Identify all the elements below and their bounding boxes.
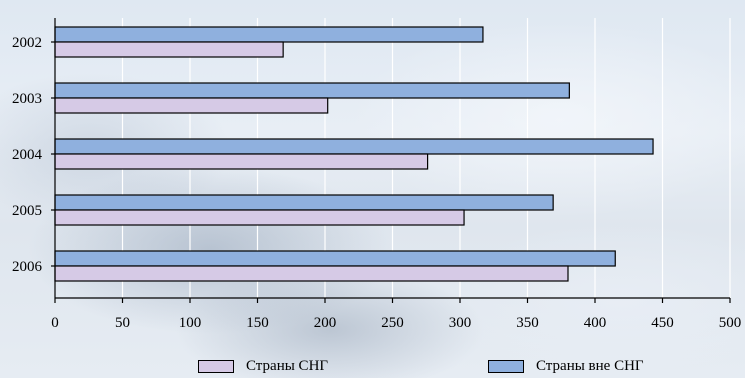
bar-2004-non-cis (54, 138, 654, 155)
x-label-350: 350 (516, 315, 539, 331)
bar-2002-non-cis (54, 26, 484, 43)
legend-item-cis: Страны СНГ (198, 356, 328, 376)
bar-2006-cis (54, 265, 569, 282)
x-label-50: 50 (115, 315, 130, 331)
bar-2006-non-cis (54, 250, 616, 267)
x-label-200: 200 (314, 315, 337, 331)
legend-label-non-cis: Страны вне СНГ (536, 357, 644, 374)
x-label-250: 250 (381, 315, 404, 331)
y-label-2005: 2005 (12, 203, 42, 219)
legend-item-non-cis: Страны вне СНГ (488, 356, 644, 376)
legend-label-cis: Страны СНГ (246, 357, 329, 374)
bar-2003-non-cis (54, 82, 570, 99)
x-label-100: 100 (179, 315, 202, 331)
bar-2003-cis (54, 97, 329, 114)
bar-2004-cis (54, 153, 429, 170)
legend-swatch-non-cis (488, 359, 524, 373)
x-label-0: 0 (51, 315, 59, 331)
y-label-2003: 2003 (12, 91, 42, 107)
y-label-2006: 2006 (12, 259, 43, 275)
x-label-400: 400 (584, 315, 607, 331)
y-label-2002: 2002 (12, 35, 42, 51)
legend-swatch-cis (198, 359, 234, 373)
axes (51, 18, 731, 303)
x-tick-labels: 0 50 100 150 200 250 300 350 400 450 500 (51, 315, 741, 331)
y-label-2004: 2004 (12, 147, 43, 163)
bars (54, 26, 654, 282)
bar-2005-cis (54, 209, 465, 226)
x-label-300: 300 (449, 315, 472, 331)
x-label-450: 450 (651, 315, 674, 331)
x-label-500: 500 (719, 315, 742, 331)
x-label-150: 150 (246, 315, 269, 331)
y-tick-labels: 2002 2003 2004 2005 2006 (12, 35, 43, 275)
bar-2005-non-cis (54, 194, 554, 211)
bar-2002-cis (54, 41, 284, 58)
